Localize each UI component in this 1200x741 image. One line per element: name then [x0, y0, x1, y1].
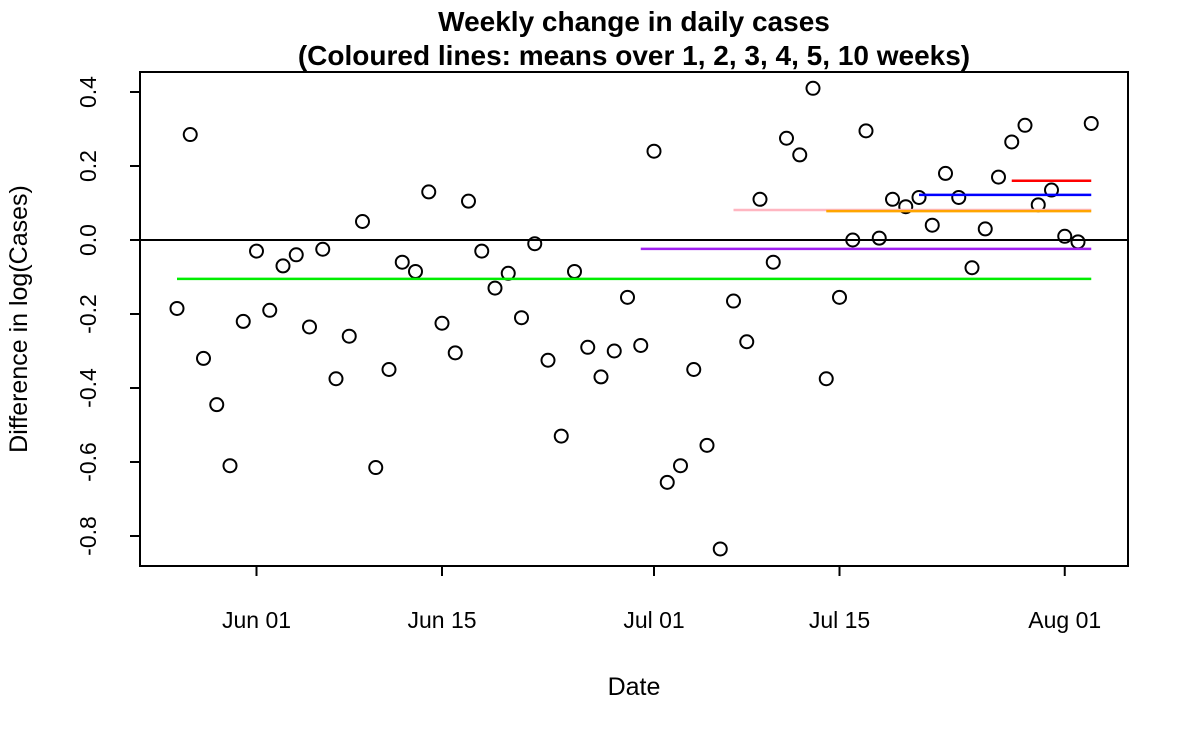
data-point	[328, 371, 344, 387]
data-point	[924, 217, 940, 233]
data-point	[1070, 234, 1086, 250]
data-point	[699, 437, 715, 453]
data-point	[580, 339, 596, 355]
data-point	[394, 254, 410, 270]
data-point	[434, 315, 450, 331]
data-point	[911, 189, 927, 205]
y-tick-label: 0.4	[75, 76, 101, 108]
y-tick-label: -0.2	[75, 294, 101, 334]
data-point	[818, 371, 834, 387]
data-point	[832, 289, 847, 305]
y-tick-label: -0.8	[75, 516, 101, 556]
x-axis: Jun 01 Jun 15 Jul 01 Jul 15 Aug 01	[222, 566, 1101, 633]
x-tick-label: Jul 15	[809, 607, 870, 633]
y-tick-label: 0.0	[75, 224, 101, 256]
data-point	[659, 474, 675, 490]
data-point	[779, 130, 794, 146]
data-point	[686, 362, 702, 377]
data-point	[235, 313, 251, 329]
data-point	[553, 428, 569, 444]
data-point	[249, 243, 264, 259]
data-point	[898, 199, 914, 215]
data-point	[421, 184, 437, 200]
x-axis-title: Date	[608, 673, 661, 701]
data-point	[540, 352, 556, 368]
data-point	[474, 243, 490, 259]
data-point	[196, 350, 211, 366]
data-point	[673, 458, 688, 474]
data-point	[1057, 228, 1073, 244]
data-point	[1017, 117, 1033, 133]
data-point	[527, 236, 543, 252]
data-point	[1004, 134, 1020, 150]
data-point	[315, 241, 331, 257]
data-point	[646, 143, 662, 159]
data-point	[938, 165, 953, 181]
data-point	[871, 230, 887, 246]
data-point	[752, 191, 768, 207]
data-points	[169, 80, 1099, 557]
data-point	[739, 334, 755, 350]
chart-title: Weekly change in daily cases	[438, 6, 830, 37]
y-tick-label: -0.4	[75, 368, 101, 408]
data-point	[620, 289, 635, 305]
data-point	[712, 541, 728, 557]
data-point	[606, 343, 622, 359]
data-point	[302, 319, 317, 335]
data-point	[288, 247, 304, 263]
data-point	[964, 260, 980, 276]
data-point	[977, 221, 993, 237]
x-tick-label: Jun 15	[407, 607, 476, 633]
data-point	[368, 460, 384, 476]
data-point	[765, 254, 781, 270]
y-tick-label: -0.6	[75, 442, 101, 482]
data-point	[262, 302, 278, 318]
data-point	[726, 293, 741, 309]
y-axis-title: Difference in log(Cases)	[5, 185, 33, 453]
mean-lines	[177, 179, 1092, 281]
data-point	[169, 300, 185, 316]
y-axis: 0.4 0.2 0.0 -0.2 -0.4 -0.6 -0.8	[75, 76, 140, 556]
x-tick-label: Jun 01	[222, 607, 291, 633]
data-point	[487, 280, 503, 296]
data-point	[633, 337, 649, 353]
x-tick-label: Aug 01	[1028, 607, 1101, 633]
data-point	[1044, 182, 1059, 198]
data-point	[805, 80, 821, 96]
y-tick-label: 0.2	[75, 150, 101, 182]
data-point	[182, 127, 198, 143]
plot-box	[139, 71, 1129, 567]
data-point	[885, 191, 900, 207]
data-point	[792, 147, 808, 163]
data-point	[408, 263, 423, 279]
data-point	[858, 123, 874, 139]
x-tick-label: Jul 01	[623, 607, 684, 633]
data-point	[447, 345, 463, 361]
data-point	[275, 258, 291, 274]
data-point	[355, 214, 370, 229]
data-point	[567, 263, 582, 279]
data-point	[1083, 115, 1099, 131]
data-point	[461, 193, 476, 209]
chart-subtitle: (Coloured lines: means over 1, 2, 3, 4, …	[298, 40, 970, 71]
data-point	[991, 169, 1006, 185]
data-point	[209, 397, 225, 413]
data-point	[341, 328, 357, 344]
data-point	[951, 189, 967, 205]
data-point	[514, 310, 529, 326]
data-point	[381, 362, 397, 377]
data-point	[593, 369, 609, 385]
data-point	[222, 458, 238, 474]
